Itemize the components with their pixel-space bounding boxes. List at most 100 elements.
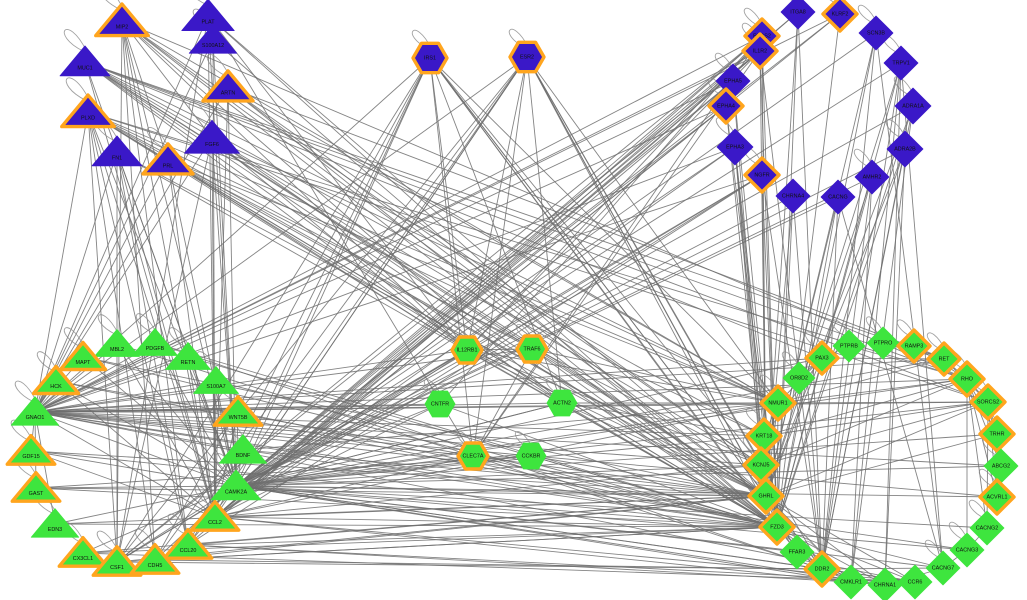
node-diamond-shape[interactable]: [978, 415, 1016, 453]
node-hexagon-shape[interactable]: [456, 441, 490, 471]
node-triangle-shape[interactable]: [91, 135, 143, 167]
node-diamond-shape[interactable]: [716, 128, 754, 166]
node-triangle-shape[interactable]: [181, 0, 235, 31]
node-diamond-shape[interactable]: [747, 477, 785, 515]
node-triangle-shape[interactable]: [60, 93, 116, 129]
graph-node[interactable]: MIP2: [94, 2, 150, 38]
node-triangle-shape[interactable]: [193, 366, 239, 394]
graph-node[interactable]: EPHA3: [716, 128, 754, 166]
node-triangle-shape[interactable]: [162, 527, 214, 560]
nodes-layer[interactable]: MIP2PLATS100A12MUC1ARTNPLXDFGF6FN1PRLIRS…: [5, 0, 1019, 600]
graph-node[interactable]: ESR2: [508, 40, 546, 74]
node-triangle-shape[interactable]: [57, 535, 109, 568]
node-diamond-shape[interactable]: [780, 0, 816, 30]
graph-node[interactable]: ACVRL1: [978, 478, 1016, 516]
graph-node[interactable]: CNTFR: [424, 390, 456, 418]
graph-node[interactable]: CHRNA1: [867, 567, 903, 600]
node-triangle-shape[interactable]: [91, 544, 143, 577]
node-hexagon-shape[interactable]: [424, 390, 456, 418]
node-diamond-shape[interactable]: [803, 550, 841, 588]
node-hexagon-shape[interactable]: [508, 40, 546, 74]
node-diamond-shape[interactable]: [858, 15, 894, 51]
node-triangle-shape[interactable]: [30, 508, 80, 538]
node-triangle-shape[interactable]: [210, 469, 262, 501]
graph-node[interactable]: KLRF2: [821, 0, 859, 33]
node-diamond-shape[interactable]: [741, 32, 779, 70]
node-diamond-shape[interactable]: [969, 383, 1007, 421]
graph-node[interactable]: CLEC7A: [456, 441, 490, 471]
node-hexagon-shape[interactable]: [546, 389, 578, 417]
node-triangle-shape[interactable]: [141, 142, 195, 176]
node-hexagon-shape[interactable]: [450, 335, 484, 365]
graph-node[interactable]: IRS1: [411, 41, 449, 75]
node-triangle-shape[interactable]: [165, 342, 211, 370]
graph-node[interactable]: ABCG2: [983, 448, 1019, 484]
graph-node[interactable]: GDF15: [5, 433, 57, 466]
node-diamond-shape[interactable]: [969, 510, 1005, 546]
node-hexagon-shape[interactable]: [515, 442, 547, 470]
node-diamond-shape[interactable]: [759, 384, 797, 422]
node-diamond-shape[interactable]: [948, 360, 986, 398]
node-diamond-shape[interactable]: [896, 328, 932, 364]
graph-node[interactable]: CHRNA4: [775, 178, 811, 214]
node-triangle-shape[interactable]: [201, 69, 255, 103]
graph-node[interactable]: RHO: [948, 360, 986, 398]
node-diamond-shape[interactable]: [854, 159, 890, 195]
graph-node[interactable]: ITGA8: [780, 0, 816, 30]
graph-node[interactable]: CACNG: [820, 179, 856, 215]
node-diamond-shape[interactable]: [775, 178, 811, 214]
node-triangle-shape[interactable]: [10, 396, 60, 426]
node-diamond-shape[interactable]: [867, 567, 903, 600]
node-triangle-shape[interactable]: [31, 364, 81, 396]
node-diamond-shape[interactable]: [983, 448, 1019, 484]
graph-node[interactable]: SCN3B: [858, 15, 894, 51]
graph-node[interactable]: TRPV1: [883, 45, 919, 81]
node-triangle-shape[interactable]: [188, 24, 238, 54]
node-diamond-shape[interactable]: [820, 179, 856, 215]
node-triangle-shape[interactable]: [5, 433, 57, 466]
node-hexagon-shape[interactable]: [515, 334, 549, 364]
node-diamond-shape[interactable]: [782, 361, 816, 395]
node-triangle-shape[interactable]: [10, 470, 62, 503]
node-triangle-shape[interactable]: [58, 340, 108, 372]
node-diamond-shape[interactable]: [779, 534, 815, 570]
node-diamond-shape[interactable]: [833, 564, 869, 600]
node-diamond-shape[interactable]: [926, 341, 962, 377]
graph-node[interactable]: CACNG2: [969, 510, 1005, 546]
node-triangle-shape[interactable]: [184, 119, 240, 154]
node-triangle-shape[interactable]: [94, 329, 140, 357]
node-hexagon-shape[interactable]: [411, 41, 449, 75]
graph-node[interactable]: NGFR: [743, 156, 781, 194]
node-triangle-shape[interactable]: [59, 45, 111, 77]
node-diamond-shape[interactable]: [804, 340, 840, 376]
node-diamond-shape[interactable]: [832, 329, 866, 363]
node-triangle-shape[interactable]: [129, 542, 181, 575]
node-triangle-shape[interactable]: [189, 499, 241, 532]
node-diamond-shape[interactable]: [897, 564, 933, 600]
graph-node[interactable]: TRAF6: [515, 334, 549, 364]
node-diamond-shape[interactable]: [866, 326, 900, 360]
node-diamond-shape[interactable]: [743, 156, 781, 194]
node-triangle-shape[interactable]: [212, 394, 264, 427]
node-diamond-shape[interactable]: [707, 87, 745, 125]
node-diamond-shape[interactable]: [894, 87, 932, 125]
graph-node[interactable]: MUC1: [59, 45, 111, 77]
graph-node[interactable]: PLAT: [181, 0, 235, 31]
graph-node[interactable]: MBL2: [94, 329, 140, 357]
graph-node[interactable]: CACNG7: [925, 550, 961, 586]
node-diamond-shape[interactable]: [949, 532, 985, 568]
node-triangle-shape[interactable]: [94, 2, 150, 38]
node-diamond-shape[interactable]: [821, 0, 859, 33]
node-diamond-shape[interactable]: [883, 45, 919, 81]
graph-node[interactable]: CCR6: [897, 564, 933, 600]
graph-node[interactable]: PLXD: [60, 93, 116, 129]
node-diamond-shape[interactable]: [758, 508, 796, 546]
node-diamond-shape[interactable]: [886, 130, 924, 168]
node-diamond-shape[interactable]: [978, 478, 1016, 516]
graph-node[interactable]: IL12RB1: [450, 335, 484, 365]
node-triangle-shape[interactable]: [132, 328, 178, 356]
node-diamond-shape[interactable]: [925, 550, 961, 586]
node-triangle-shape[interactable]: [218, 434, 268, 464]
